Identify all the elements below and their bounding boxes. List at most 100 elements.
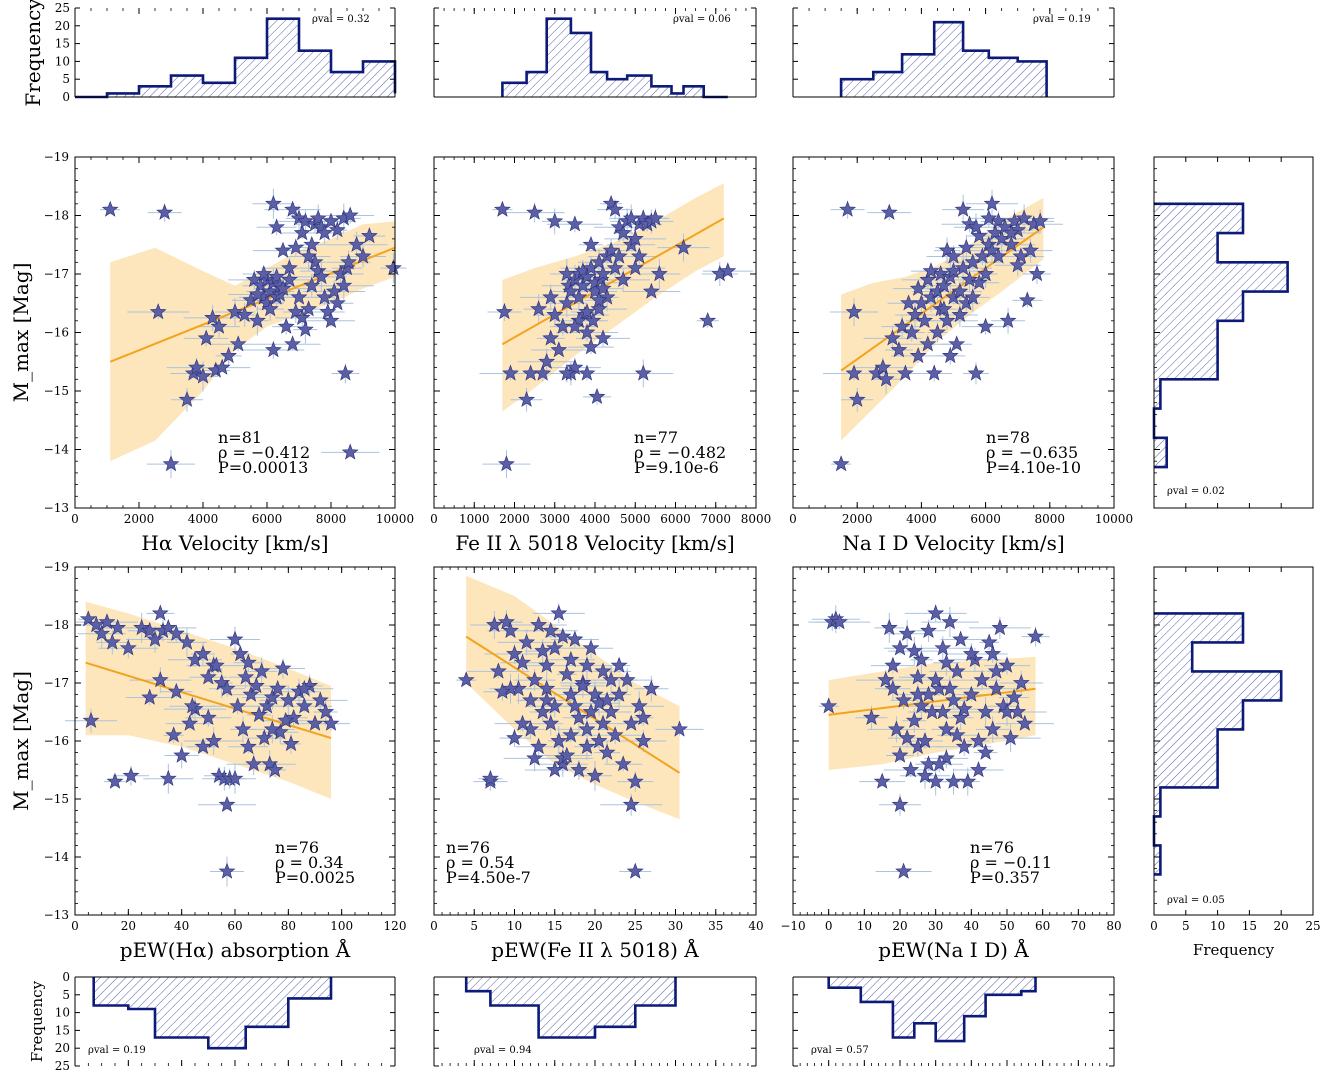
- x-tick-label: 1000: [459, 512, 490, 526]
- data-point-star: [884, 656, 902, 673]
- histogram-bar: [93, 977, 129, 1006]
- data-point-star: [610, 685, 628, 702]
- data-point-star: [970, 732, 987, 749]
- data-point-star: [360, 227, 378, 244]
- data-point-star: [618, 671, 636, 688]
- x-tick-label: 15: [547, 919, 562, 933]
- stats-line: P=0.0025: [275, 868, 355, 887]
- data-point-star: [845, 364, 863, 381]
- data-point-star: [877, 370, 895, 387]
- x-tick-label: 0: [71, 919, 79, 933]
- data-point-star: [954, 200, 972, 217]
- x-tick-label: 35: [708, 919, 723, 933]
- histogram-bar: [1021, 977, 1036, 992]
- data-point-star: [534, 364, 552, 381]
- x-tick-label: 8000: [741, 512, 772, 526]
- data-point-star: [991, 619, 1009, 636]
- data-point-star: [263, 688, 281, 705]
- data-point-star: [952, 630, 970, 647]
- data-point-star: [622, 209, 640, 226]
- data-point-star: [574, 677, 592, 694]
- data-point-star: [941, 613, 959, 630]
- data-point-star: [218, 862, 236, 879]
- data-point-star: [1002, 235, 1020, 252]
- data-point-star: [948, 335, 966, 352]
- stats-line: n=78: [986, 428, 1030, 447]
- histogram-bar: [1154, 233, 1218, 263]
- data-point-star: [959, 772, 977, 789]
- y-tick-label: 5: [62, 988, 70, 1002]
- histogram-bar: [914, 977, 936, 1024]
- data-point-star: [284, 200, 302, 217]
- x-tick-label: 10000: [1095, 512, 1133, 526]
- histogram-bar: [107, 93, 139, 97]
- histogram-step-outline: [839, 20, 1048, 97]
- data-point-star: [151, 604, 169, 621]
- data-point-star: [258, 697, 276, 714]
- x-tick-label: 100: [330, 919, 353, 933]
- rho-annotation: ρval = 0.06: [673, 14, 731, 25]
- histogram-bar: [139, 86, 171, 97]
- data-point-star: [570, 288, 588, 305]
- fit-line: [828, 687, 1036, 716]
- data-point-star: [630, 247, 648, 264]
- data-point-star: [919, 335, 937, 352]
- data-point-star: [845, 303, 863, 320]
- data-point-star: [630, 697, 648, 714]
- data-point-star: [341, 443, 359, 460]
- data-point-star: [893, 317, 911, 334]
- data-point-star: [188, 358, 206, 375]
- histogram-bar: [155, 977, 209, 1038]
- histogram-hist_right_bottom: 0 5 10 15 20 25 ρval = 0.05 Frequency: [1150, 566, 1321, 959]
- histogram-bar: [1017, 61, 1047, 97]
- data-point-star: [133, 619, 151, 636]
- data-point-star: [336, 364, 354, 381]
- data-point-star: [502, 364, 519, 381]
- data-point-star: [955, 700, 973, 717]
- data-point-star: [280, 271, 298, 287]
- data-point-star: [989, 247, 1007, 264]
- stats-line: ρ = −0.11: [970, 853, 1052, 872]
- data-point-star: [839, 200, 857, 217]
- data-point-star: [538, 691, 556, 708]
- data-point-star: [967, 364, 985, 381]
- data-point-star: [558, 294, 576, 311]
- data-point-star: [903, 323, 921, 340]
- fit-line: [840, 226, 1044, 372]
- data-point-star: [264, 341, 282, 358]
- x-tick-label: 10: [857, 919, 872, 933]
- data-point-star: [493, 682, 511, 699]
- data-point-star: [634, 732, 652, 749]
- data-point-star: [582, 338, 600, 355]
- y-tick-label: −15: [44, 792, 69, 806]
- data-point-star: [848, 390, 866, 407]
- data-point-star: [941, 679, 959, 696]
- data-point-star: [236, 306, 254, 323]
- x-tick-label: 4000: [906, 512, 937, 526]
- data-point-star: [937, 653, 955, 670]
- data-point-star: [506, 645, 523, 662]
- data-point-star: [497, 455, 515, 472]
- data-point-star: [502, 679, 519, 696]
- data-point-star: [820, 697, 838, 714]
- stats-line: P=0.00013: [218, 458, 308, 477]
- data-point-star: [309, 209, 327, 226]
- x-axis-label: pEW(Fe II λ 5018) Å: [491, 937, 699, 962]
- histogram-bar: [1154, 613, 1244, 643]
- x-tick-label: −10: [780, 919, 805, 933]
- data-point-star: [586, 766, 604, 783]
- data-point-star: [300, 247, 318, 264]
- data-point-star: [204, 309, 222, 325]
- data-point-star: [887, 720, 905, 737]
- data-point-star: [165, 726, 183, 743]
- stats-line: ρ = 0.54: [446, 853, 515, 872]
- data-point-star: [896, 364, 914, 381]
- histogram-bar: [538, 977, 595, 1038]
- data-point-star: [159, 769, 177, 786]
- data-point-star: [220, 347, 238, 364]
- x-tick-label: 5000: [620, 512, 651, 526]
- data-point-star: [898, 624, 916, 641]
- data-point-star: [574, 276, 592, 293]
- rho-annotation: ρval = 0.05: [1167, 895, 1225, 906]
- x-tick-label: 60: [227, 919, 242, 933]
